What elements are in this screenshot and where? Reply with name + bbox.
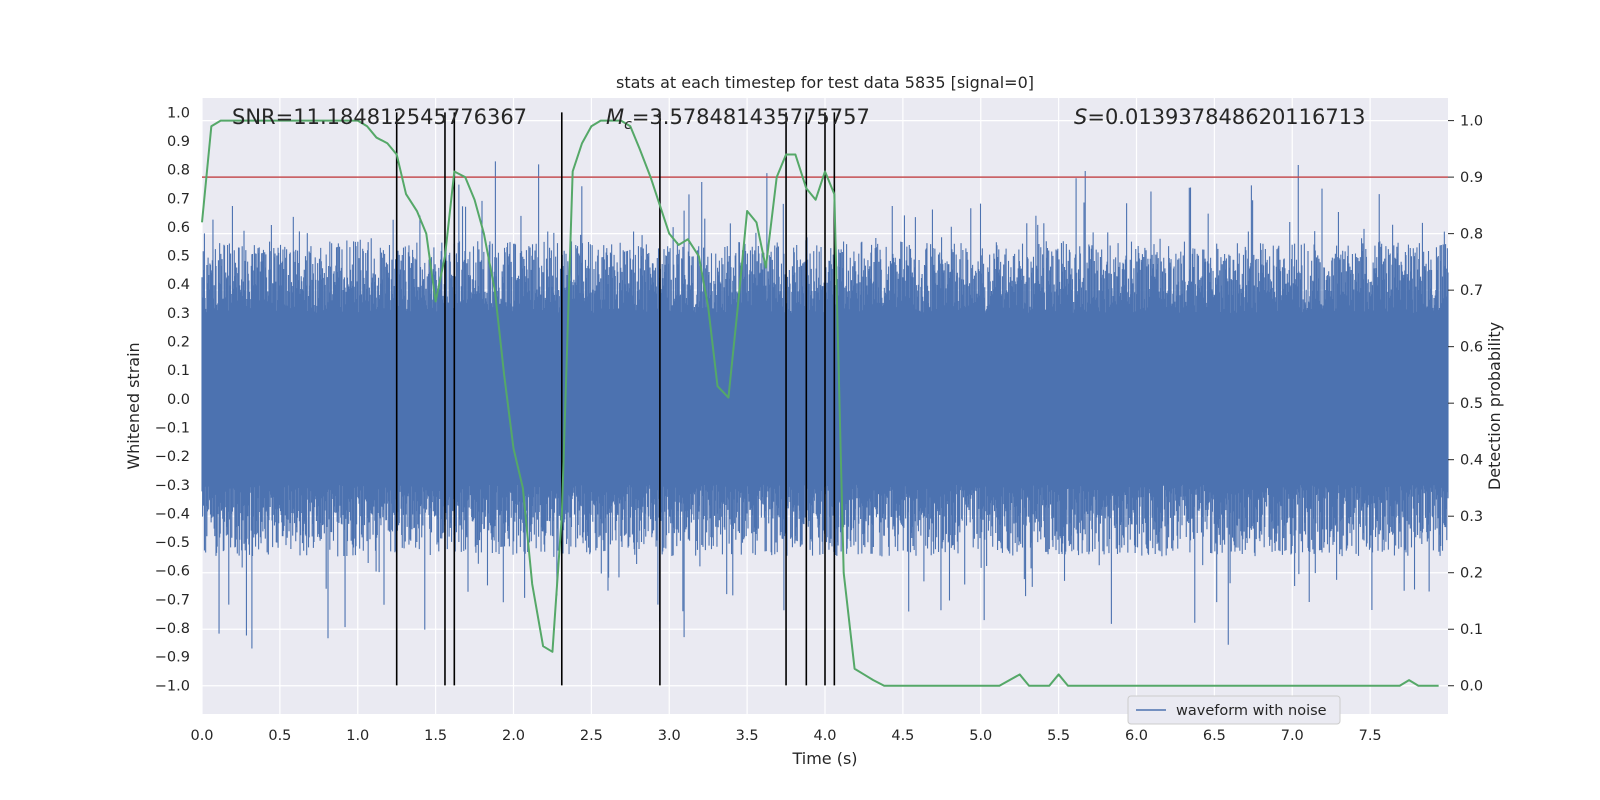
y-tick-label-right: 1.0	[1460, 114, 1483, 130]
snr-annotation: SNR=11.184812545776367	[232, 105, 527, 129]
y-axis-label-right: Detection probability	[1485, 322, 1504, 490]
chirp-mass-subscript: c	[624, 117, 632, 133]
y-tick-label-right: 0.5	[1460, 396, 1483, 412]
y-tick-label-right: 0.0	[1460, 679, 1483, 695]
x-tick-label: 3.5	[736, 728, 759, 744]
y-tick-label-left: 0.0	[167, 392, 190, 408]
y-tick-label-left: −1.0	[155, 678, 190, 694]
y-tick-label-left: 0.7	[167, 191, 190, 207]
y-tick-label-right: 0.4	[1460, 453, 1483, 469]
legend-entry: waveform with noise	[1176, 703, 1327, 719]
x-tick-label: 6.0	[1125, 728, 1148, 744]
y-tick-label-left: −0.3	[155, 478, 190, 494]
y-tick-label-left: −0.2	[155, 449, 190, 465]
x-tick-label: 2.0	[502, 728, 525, 744]
vertical-lines	[395, 112, 836, 686]
y-tick-label-left: 0.8	[167, 163, 190, 179]
s-symbol: S	[1074, 105, 1087, 129]
y-tick-label-left: 0.2	[167, 335, 190, 351]
y-tick-label-left: −0.7	[155, 592, 190, 608]
x-axis-label: Time (s)	[791, 749, 857, 768]
x-tick-label: 7.5	[1359, 728, 1382, 744]
waveform-series	[201, 161, 1449, 649]
y-tick-label-right: 0.1	[1460, 622, 1483, 638]
y-tick-label-left: 0.6	[167, 220, 190, 236]
legend: waveform with noise	[1127, 695, 1341, 725]
x-tick-label: 0.5	[268, 728, 291, 744]
chirp-mass-annotation: Mc=3.578481435775757	[606, 105, 870, 133]
y-tick-label-right: 0.8	[1460, 227, 1483, 243]
y-tick-label-left: 0.3	[167, 306, 190, 322]
x-tick-label: 5.5	[1047, 728, 1070, 744]
x-tick-label: 4.5	[891, 728, 914, 744]
y-tick-label-right: 0.6	[1460, 340, 1483, 356]
x-tick-label: 3.0	[658, 728, 681, 744]
waveform-trace	[201, 161, 1449, 649]
y-tick-label-left: 0.5	[167, 249, 190, 265]
probability-line	[201, 119, 1439, 687]
y-tick-label-left: −0.8	[155, 621, 190, 637]
chart-title: stats at each timestep for test data 583…	[616, 73, 1034, 92]
y-tick-label-left: 1.0	[167, 105, 190, 121]
y-tick-label-left: 0.1	[167, 363, 190, 379]
y-tick-label-left: −0.4	[155, 506, 190, 522]
y-tick-label-left: 0.9	[167, 134, 190, 150]
y-tick-label-left: −0.1	[155, 420, 190, 436]
y-tick-label-right: 0.2	[1460, 566, 1483, 582]
ticks: 0.0 0.5 1.0 1.5 2.0 2.5 3.0 3.5 4.0 4.5 5.0 5.5 6.0 6…	[155, 105, 1483, 744]
x-tick-label: 1.0	[346, 728, 369, 744]
chirp-mass-value: =3.578481435775757	[632, 105, 870, 129]
legend-box	[1127, 695, 1341, 725]
probability-series	[201, 119, 1439, 687]
x-tick-label: 0.0	[190, 728, 213, 744]
chirp-mass-symbol: M	[606, 105, 624, 129]
x-tick-label: 4.0	[813, 728, 836, 744]
x-tick-label: 6.5	[1203, 728, 1226, 744]
s-annotation: S=0.013937848620116713	[1074, 105, 1365, 129]
y-tick-label-right: 0.3	[1460, 509, 1483, 525]
y-tick-label-left: −0.6	[155, 564, 190, 580]
y-tick-label-left: −0.9	[155, 650, 190, 666]
y-axis-label-left: Whitened strain	[124, 342, 143, 469]
x-tick-label: 2.5	[580, 728, 603, 744]
x-tick-label: 7.0	[1281, 728, 1304, 744]
s-value: =0.013937848620116713	[1087, 105, 1365, 129]
y-tick-label-left: −0.5	[155, 535, 190, 551]
x-tick-label: 1.5	[424, 728, 447, 744]
y-tick-label-right: 0.9	[1460, 170, 1483, 186]
y-tick-label-right: 0.7	[1460, 283, 1483, 299]
x-tick-label: 5.0	[969, 728, 992, 744]
y-tick-label-left: 0.4	[167, 277, 190, 293]
